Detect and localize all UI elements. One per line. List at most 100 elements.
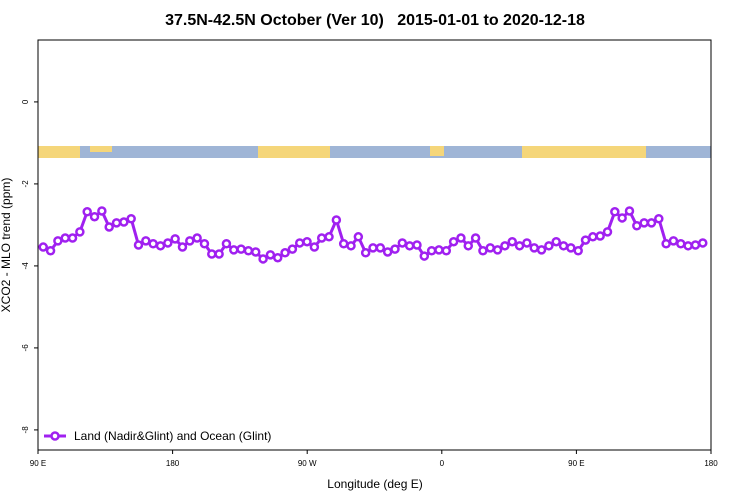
plot-frame — [37, 39, 712, 451]
point — [265, 250, 276, 260]
point — [668, 236, 679, 246]
point — [646, 218, 657, 228]
point — [514, 241, 525, 251]
y-tick-label: -4 — [21, 262, 30, 270]
point — [280, 248, 290, 258]
point — [141, 236, 151, 246]
point — [199, 239, 210, 249]
point — [617, 213, 627, 223]
legend-label: Land (Nadir&Glint) and Ocean (Glint) — [74, 429, 271, 443]
point — [412, 240, 422, 250]
point — [624, 206, 635, 216]
point — [60, 233, 70, 243]
legend-marker — [50, 431, 60, 441]
point — [426, 245, 437, 256]
point — [375, 243, 386, 253]
point — [522, 238, 532, 248]
x-tick-label: 180 — [704, 459, 718, 468]
point — [111, 218, 122, 228]
point — [214, 249, 224, 259]
point — [243, 245, 254, 256]
point — [690, 240, 701, 250]
map-strip — [38, 146, 711, 158]
point — [272, 252, 283, 263]
point — [294, 238, 305, 248]
point — [397, 238, 408, 248]
point — [676, 239, 686, 249]
point — [192, 233, 202, 243]
y-tick-label: -8 — [21, 426, 30, 434]
point — [419, 251, 430, 261]
y-tick-label: -2 — [21, 180, 30, 188]
x-tick-label: 180 — [166, 459, 180, 468]
point — [331, 215, 342, 225]
point — [507, 236, 517, 247]
point — [698, 238, 708, 248]
point — [551, 236, 561, 247]
point — [163, 238, 173, 248]
point — [639, 218, 649, 228]
point — [258, 254, 268, 264]
point — [580, 235, 591, 245]
point — [492, 245, 503, 255]
point — [177, 242, 188, 252]
point — [470, 233, 481, 243]
point — [434, 245, 444, 255]
point — [353, 232, 364, 242]
point — [463, 241, 474, 251]
point — [89, 211, 100, 222]
point — [588, 232, 598, 242]
land — [38, 146, 80, 158]
point — [148, 239, 158, 249]
point — [302, 236, 312, 247]
x-axis-label: Longitude (deg E) — [327, 477, 422, 491]
point — [251, 247, 261, 257]
point — [67, 233, 78, 243]
point — [478, 245, 488, 256]
point — [529, 243, 539, 253]
land — [258, 146, 330, 158]
land — [522, 146, 646, 158]
point — [566, 243, 576, 253]
point — [324, 232, 334, 242]
x-tick-label: 90 E — [568, 459, 584, 468]
point — [390, 244, 400, 254]
point — [309, 242, 320, 252]
point — [338, 239, 349, 249]
point — [185, 236, 195, 246]
point — [97, 206, 107, 216]
point — [595, 231, 605, 241]
point — [654, 214, 664, 224]
land — [430, 146, 444, 156]
point — [316, 233, 327, 243]
point — [119, 217, 129, 227]
y-tick-label: -6 — [21, 344, 30, 352]
point — [82, 207, 92, 217]
point — [602, 227, 613, 237]
point — [448, 236, 459, 247]
point — [170, 234, 180, 244]
point — [45, 245, 56, 256]
point — [38, 242, 48, 252]
x-tick-label: 0 — [440, 459, 445, 468]
point — [236, 244, 246, 254]
point — [360, 248, 371, 258]
point — [456, 233, 466, 243]
x-tick-label: 90 E — [30, 459, 46, 468]
point — [610, 207, 620, 217]
point — [382, 247, 393, 257]
point — [75, 227, 85, 237]
land — [90, 146, 112, 152]
point — [632, 220, 642, 231]
point — [133, 240, 144, 250]
point — [221, 239, 232, 249]
point — [500, 241, 510, 251]
point — [346, 241, 356, 251]
point — [126, 214, 136, 224]
point — [485, 243, 496, 253]
point — [536, 245, 547, 255]
point — [661, 239, 671, 249]
point — [544, 241, 554, 251]
point — [287, 244, 298, 254]
